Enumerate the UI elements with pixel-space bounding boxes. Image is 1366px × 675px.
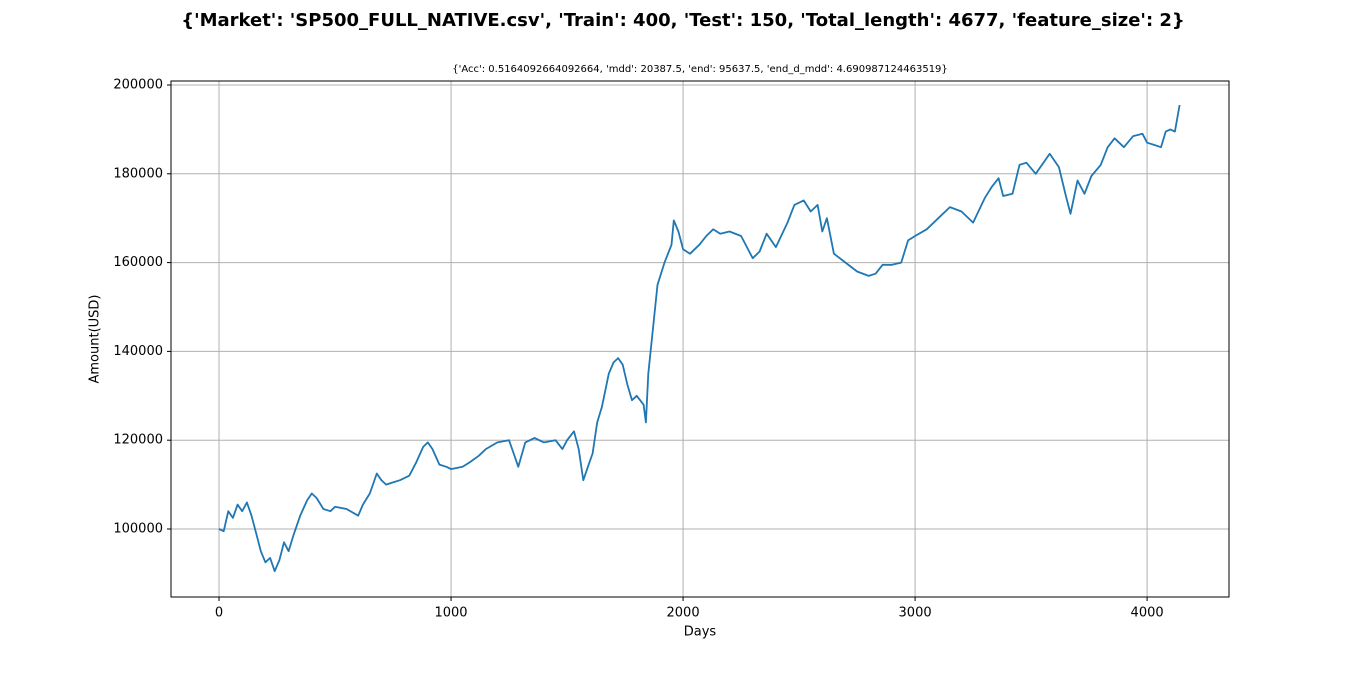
x-tick-label: 2000 [667,606,700,621]
y-tick-label: 120000 [113,433,163,448]
x-tick-label: 3000 [899,606,932,621]
y-tick-label: 160000 [113,255,163,270]
line-series [218,104,1181,573]
y-tick-label: 140000 [113,344,163,359]
plot-frame [170,80,1230,598]
chart-title: {'Market': 'SP500_FULL_NATIVE.csv', 'Tra… [181,10,1185,31]
x-axis-label: Days [684,625,717,640]
x-tick-label: 4000 [1131,606,1164,621]
chart-subtitle: {'Acc': 0.5164092664092664, 'mdd': 20387… [452,64,948,75]
y-tick-label: 100000 [113,522,163,537]
x-tick-label: 0 [215,606,223,621]
x-tick-label: 1000 [434,606,467,621]
y-axis-label: Amount(USD) [88,294,103,383]
y-tick-label: 200000 [113,77,163,92]
y-tick-label: 180000 [113,166,163,181]
